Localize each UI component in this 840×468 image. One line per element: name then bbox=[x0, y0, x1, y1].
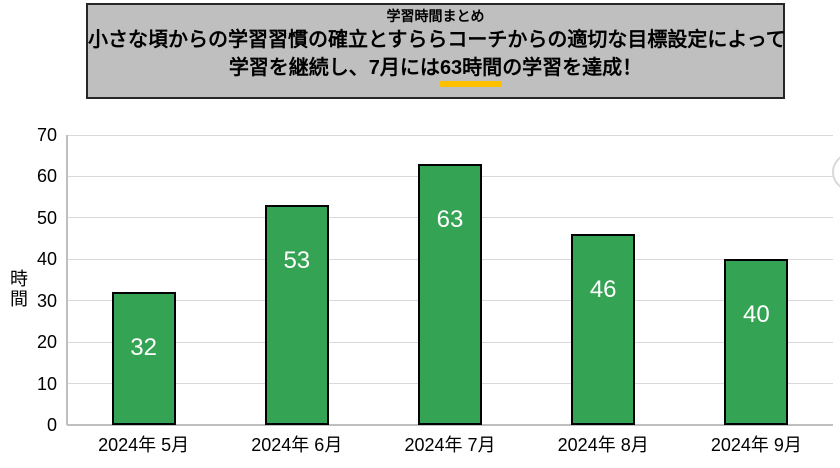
y-axis-line bbox=[66, 135, 68, 425]
y-axis-tick-label: 40 bbox=[36, 249, 57, 270]
y-axis-title: 時間 bbox=[8, 269, 28, 309]
summary-line2-prefix: 学習を継続し、7月には bbox=[228, 56, 440, 79]
summary-line-1: 小さな頃からの学習習慣の確立とすららコーチからの適切な目標設定によって bbox=[88, 28, 786, 51]
bar-value-label: 40 bbox=[743, 301, 770, 328]
summary-title: 学習時間まとめ bbox=[386, 8, 485, 24]
summary-line2-suffix: の学習を達成！ bbox=[502, 56, 643, 79]
y-axis-tick-label: 70 bbox=[36, 125, 57, 145]
bar bbox=[571, 234, 636, 425]
gridline bbox=[67, 134, 833, 136]
y-axis-tick-label: 60 bbox=[36, 166, 57, 187]
x-axis-label: 2024年 5月 bbox=[98, 435, 190, 455]
bar bbox=[111, 292, 176, 425]
x-axis-label: 2024年 8月 bbox=[557, 435, 649, 455]
y-axis-tick-label: 10 bbox=[36, 373, 57, 394]
bar-value-label: 32 bbox=[130, 334, 157, 361]
x-axis-label: 2024年 6月 bbox=[251, 435, 343, 455]
bar-value-label: 63 bbox=[436, 206, 464, 233]
summary-header-box: 学習時間まとめ 小さな頃からの学習習慣の確立とすららコーチからの適切な目標設定に… bbox=[86, 3, 786, 99]
bar bbox=[724, 259, 789, 425]
bar-value-label: 53 bbox=[283, 247, 311, 274]
y-axis-tick-label: 30 bbox=[36, 290, 57, 311]
gridline bbox=[67, 424, 833, 426]
bar bbox=[418, 164, 482, 425]
summary-line-2: 学習を継続し、7月には63時間の学習を達成！ bbox=[88, 54, 783, 87]
x-axis-label: 2024年 9月 bbox=[710, 435, 802, 455]
x-axis-label: 2024年 7月 bbox=[404, 435, 496, 455]
cutoff-circle-decoration bbox=[832, 153, 840, 191]
bar-value-label: 46 bbox=[589, 276, 617, 303]
y-axis-tick-label: 50 bbox=[36, 207, 57, 228]
y-axis-tick-label: 0 bbox=[46, 415, 57, 435]
y-axis-tick-label: 20 bbox=[36, 332, 57, 353]
bar bbox=[264, 205, 329, 425]
summary-line2-highlight: 63時間 bbox=[439, 56, 503, 87]
